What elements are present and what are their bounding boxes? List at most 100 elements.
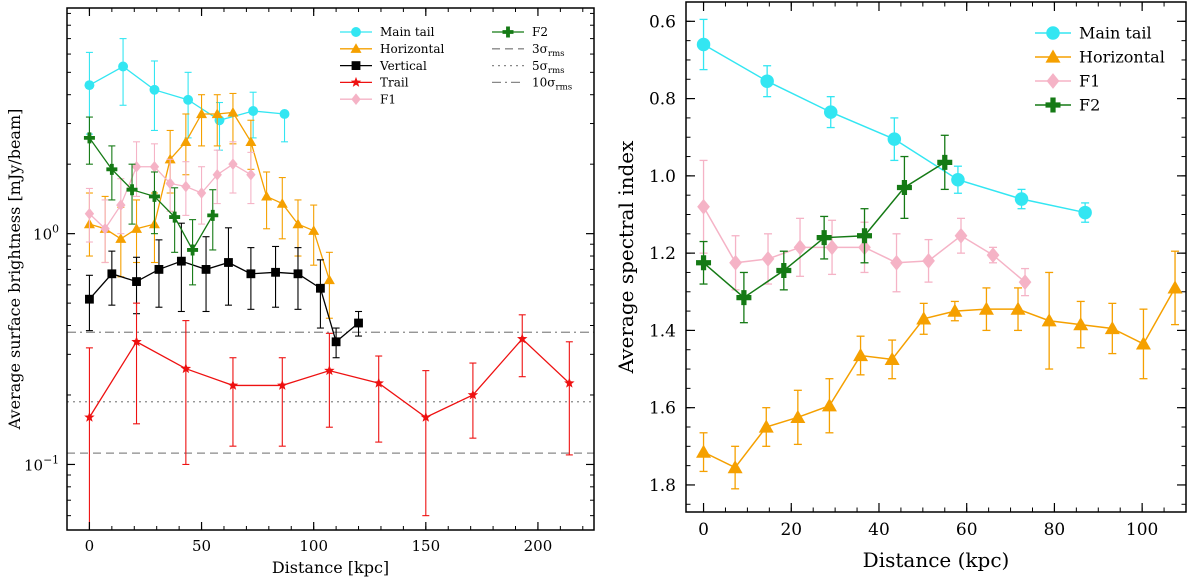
data-point: [954, 227, 968, 244]
legend-label: Horizontal: [380, 42, 445, 56]
data-point: [761, 251, 775, 267]
data-point: [227, 106, 239, 117]
data-point: [131, 336, 142, 347]
legend-entry-horizontal: Horizontal: [1035, 48, 1165, 67]
left-y-axis-label: Average surface brightness [mJy/beam]: [5, 109, 24, 431]
left-x-axis-label: Distance [kpc]: [272, 558, 389, 577]
series-f2: [696, 134, 953, 324]
left-chart-panel: 0 50 100 150 200 10−1 100 Main tail Horizontal V…: [5, 7, 595, 577]
data-point: [986, 247, 1000, 263]
legend-label: F1: [1079, 72, 1100, 91]
data-point: [227, 379, 239, 390]
data-point: [292, 218, 304, 229]
legend-entry-vertical: Vertical: [340, 59, 427, 73]
data-point: [211, 108, 223, 119]
data-point: [1014, 192, 1029, 206]
plot-frame: [685, 1, 1187, 513]
data-point: [118, 61, 129, 72]
data-point: [564, 377, 575, 388]
legend-marker: [350, 43, 362, 53]
data-point: [293, 269, 303, 279]
series-trail: [84, 302, 575, 530]
legend-marker: [351, 61, 361, 70]
x-tick-label: 20: [780, 520, 802, 540]
y-tick-label: 1.8: [649, 476, 676, 496]
right-chart-panel: 0 20 40 60 80 100 0.6 0.8 1.0 1.2 1.4 1.6 1.8 Main t…: [614, 1, 1187, 572]
data-point: [84, 80, 95, 91]
data-point: [180, 136, 192, 146]
y-tick-label: 1.2: [649, 244, 676, 264]
legend-marker: [351, 93, 361, 105]
data-point: [853, 348, 869, 362]
data-point: [131, 160, 142, 173]
data-point: [84, 207, 95, 220]
data-point: [696, 444, 712, 458]
left-legend: Main tail Horizontal Vertical Trail F1 F2 3σrm…: [340, 25, 572, 106]
data-point: [947, 303, 963, 317]
x-tick-label: 80: [1044, 520, 1066, 540]
series-main-tail: [84, 38, 290, 151]
x-tick-label: 0: [698, 520, 709, 540]
data-point: [823, 105, 838, 119]
data-point: [316, 283, 325, 293]
series-line-horizontal: [703, 287, 1176, 469]
data-point: [776, 263, 792, 279]
data-point: [228, 158, 238, 170]
legend-marker: [1046, 73, 1060, 89]
y-tick-label: 0.8: [649, 90, 676, 110]
data-point: [85, 294, 94, 304]
data-point: [100, 222, 110, 235]
data-point: [517, 333, 528, 344]
data-point: [727, 460, 743, 474]
data-point: [246, 168, 256, 181]
data-point: [187, 244, 199, 256]
y-tick-label: 1.4: [649, 321, 676, 341]
legend-entry-5-rms: 5σrms: [492, 59, 565, 76]
x-tick-label: 100: [1126, 520, 1158, 540]
legend-entry-main-tail: Main tail: [1035, 24, 1152, 43]
legend-label: F2: [532, 25, 548, 39]
data-point: [154, 265, 164, 274]
data-point: [196, 108, 208, 119]
y-tick-label: 1.0: [649, 167, 676, 187]
data-point: [131, 223, 143, 233]
data-point: [324, 365, 335, 376]
data-point: [107, 269, 117, 279]
data-point: [106, 163, 118, 175]
data-point: [196, 187, 207, 199]
data-point: [821, 398, 837, 412]
legend-entry-horizontal: Horizontal: [340, 42, 445, 56]
data-point: [126, 184, 138, 196]
legend-label: Main tail: [380, 25, 435, 39]
data-point: [276, 198, 288, 208]
series-vertical: [85, 222, 363, 359]
legend-label: Vertical: [379, 59, 427, 73]
data-point: [696, 37, 711, 52]
data-point: [816, 230, 832, 246]
data-point: [420, 411, 432, 422]
data-point: [760, 74, 774, 88]
legend-marker: [1045, 97, 1061, 113]
data-point: [261, 190, 273, 201]
data-point: [323, 274, 335, 285]
legend-entry-f1: F1: [340, 92, 396, 106]
data-point: [164, 153, 176, 164]
data-point: [1104, 320, 1120, 335]
data-point: [149, 160, 160, 173]
data-point: [373, 377, 384, 388]
legend-entry-trail: Trail: [340, 76, 409, 90]
data-point: [246, 269, 256, 279]
series-f1: [84, 141, 256, 264]
data-point: [729, 254, 742, 271]
y-tick-label: 1.6: [649, 399, 676, 419]
data-point: [149, 84, 160, 95]
x-tick-label: 50: [192, 537, 211, 555]
data-point: [916, 311, 932, 325]
data-point: [1078, 205, 1092, 220]
series-main-tail: [696, 18, 1092, 223]
data-point: [271, 267, 280, 277]
legend-marker: [351, 27, 361, 37]
x-tick-label: 150: [411, 537, 440, 555]
data-point: [148, 190, 160, 202]
data-point: [83, 132, 95, 144]
